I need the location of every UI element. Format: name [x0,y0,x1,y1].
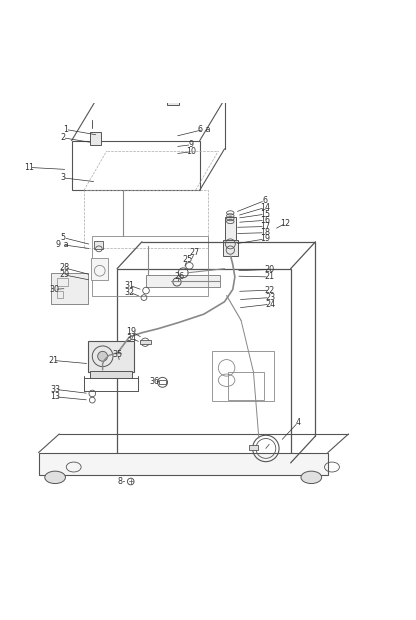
Ellipse shape [301,471,322,484]
Text: 13: 13 [50,392,60,401]
Text: 33: 33 [50,385,60,394]
Text: 17: 17 [260,222,270,231]
Text: 35: 35 [113,350,123,359]
Text: 11: 11 [25,163,35,172]
Ellipse shape [45,471,65,484]
Text: 14: 14 [260,203,270,212]
Bar [212,352,274,401]
Bar [94,73,111,82]
Bar [51,273,88,304]
Bar [84,378,138,391]
Bar [57,278,67,286]
Text: 29: 29 [59,270,69,280]
Text: 24: 24 [265,299,275,309]
Text: 1: 1 [63,125,68,134]
Text: 30: 30 [49,285,59,294]
Bar [92,236,208,296]
Text: 9 a: 9 a [56,240,69,249]
Bar [72,141,200,190]
Bar [92,257,108,280]
Text: 6 a: 6 a [198,125,210,134]
Text: 6: 6 [262,196,267,205]
Bar [159,380,166,384]
Text: 12: 12 [281,219,291,228]
Text: 3: 3 [60,173,65,182]
Bar [90,132,101,144]
Bar [140,340,151,344]
Ellipse shape [98,352,108,361]
Bar [167,99,179,105]
Text: 20: 20 [264,265,274,274]
Text: 10: 10 [186,147,196,156]
Text: 16: 16 [260,216,270,225]
Text: 4: 4 [296,418,301,427]
Text: 18: 18 [260,228,270,237]
Bar [39,453,328,476]
Bar [225,217,236,240]
Text: 8: 8 [118,477,123,486]
Text: 36: 36 [149,376,159,386]
Text: 22: 22 [265,286,275,294]
Text: 23: 23 [265,293,275,302]
Bar [94,241,104,249]
Text: 25: 25 [182,255,193,264]
Text: 26: 26 [175,272,185,281]
Text: 5: 5 [61,233,66,242]
Text: 9: 9 [189,140,194,149]
Text: 34: 34 [126,334,136,343]
Text: 15: 15 [260,210,270,219]
Bar [84,190,208,248]
Bar [92,82,113,99]
Bar [228,372,264,400]
Bar [117,268,291,463]
Text: 27: 27 [190,249,200,257]
Bar [88,341,134,372]
Text: 32: 32 [124,288,134,297]
Text: 19: 19 [126,327,136,336]
Bar [249,445,258,449]
Text: 2: 2 [60,133,65,142]
Text: 28: 28 [59,264,69,272]
Text: 19: 19 [260,234,270,244]
Text: 31: 31 [124,281,134,290]
Bar [223,240,238,256]
Bar [146,275,220,287]
Text: 21: 21 [48,356,58,365]
Bar [90,371,131,378]
Bar [57,291,63,298]
Text: 21: 21 [264,272,274,281]
